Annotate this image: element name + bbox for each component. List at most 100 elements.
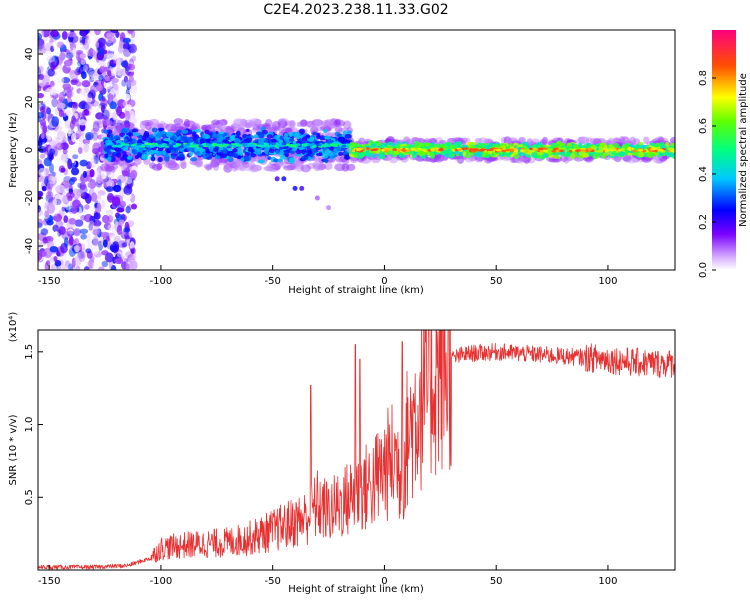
heatmap-cell	[343, 120, 352, 130]
heatmap-cell	[123, 93, 131, 101]
heatmap-cell	[276, 144, 282, 147]
colorbar-ticks: 0.0 0.2 0.4 0.6 0.8	[698, 70, 716, 278]
y-tick-label: 0.5	[24, 489, 35, 505]
heatmap-cell	[173, 144, 178, 148]
heatmap-cell	[165, 131, 174, 138]
heatmap-cell	[88, 70, 98, 78]
x-tick-label: 0	[381, 276, 387, 287]
x-tick-label: 50	[490, 276, 503, 287]
heatmap-cell	[570, 153, 576, 160]
heatmap-cell	[130, 247, 136, 254]
heatmap-cell	[323, 162, 333, 171]
heatmap-cell	[118, 38, 125, 49]
heatmap-cell	[316, 132, 321, 138]
heatmap-cell	[371, 153, 377, 158]
heatmap-cell	[91, 40, 100, 49]
heatmap-cell	[112, 111, 118, 121]
heatmap-cell	[124, 110, 131, 122]
heatmap-cell	[87, 91, 94, 98]
heatmap-cell	[74, 255, 82, 266]
y-tick-label: 1.0	[24, 417, 35, 433]
heatmap-cell	[171, 142, 177, 146]
heatmap-cell	[63, 59, 73, 67]
heatmap-cell	[79, 89, 86, 99]
heatmap-cell	[602, 147, 609, 151]
heatmap-cell	[518, 152, 526, 156]
heatmap-cell	[50, 96, 57, 106]
heatmap-cell	[164, 152, 169, 158]
heatmap-cell	[85, 216, 91, 223]
heatmap-cell	[85, 63, 90, 72]
heatmap-cell	[124, 63, 133, 70]
heatmap-cell	[157, 157, 163, 163]
heatmap-cell	[307, 143, 314, 147]
heatmap-cell	[96, 105, 103, 113]
heatmap-cell	[94, 99, 100, 109]
heatmap-cell	[269, 148, 275, 154]
snr-series-line	[38, 330, 675, 570]
heatmap-cell	[104, 107, 112, 116]
heatmap-cell	[171, 155, 176, 160]
heatmap-cell	[538, 147, 544, 151]
heatmap-cell	[298, 128, 305, 135]
heatmap-cell	[520, 149, 525, 152]
heatmap-cell	[106, 70, 112, 77]
heatmap-cell	[154, 142, 159, 146]
heatmap-cell	[73, 245, 81, 251]
heatmap-cell	[62, 195, 70, 205]
heatmap-cell	[71, 132, 77, 143]
heatmap-cell	[137, 152, 142, 158]
heatmap-cell	[148, 118, 160, 128]
heatmap-cell	[116, 207, 125, 213]
heatmap-cell	[542, 149, 548, 153]
heatmap-cell	[609, 147, 615, 150]
heatmap-cell	[111, 196, 121, 207]
heatmap-cell	[38, 38, 45, 47]
snr-frame	[37, 329, 676, 571]
heatmap-cell	[259, 133, 265, 138]
heatmap-cell	[186, 143, 191, 146]
heatmap-cell	[177, 143, 182, 146]
heatmap-cell	[149, 134, 154, 139]
heatmap-cell	[95, 40, 103, 50]
heatmap-cell	[126, 155, 133, 160]
heatmap-cell	[57, 184, 66, 193]
heatmap-cell	[631, 149, 638, 153]
heatmap-cell	[100, 163, 111, 172]
heatmap-cell	[50, 264, 56, 270]
chart-title: C2E4.2023.238.11.33.G02	[263, 2, 448, 18]
heatmap-cell	[72, 101, 78, 109]
heatmap-cell	[575, 149, 582, 152]
heatmap-cell	[73, 63, 80, 72]
heatmap-cell	[149, 162, 156, 169]
heatmap-cell	[46, 86, 55, 94]
heatmap-cell	[173, 123, 182, 131]
heatmap-cell	[529, 147, 533, 151]
heatmap-cell	[78, 119, 87, 126]
heatmap-cell	[105, 142, 110, 146]
heatmap-cell	[430, 147, 434, 150]
heatmap-cell	[324, 158, 329, 164]
heatmap-cell	[66, 244, 73, 250]
heatmap-cell	[75, 265, 81, 270]
heatmap-cell	[96, 120, 104, 129]
heatmap-cell	[163, 137, 171, 142]
colorbar-tick-label: 0.8	[698, 70, 709, 86]
spectrogram-y-ticks: -40 -20 0 20 40	[24, 48, 43, 254]
heatmap-cell	[286, 143, 290, 147]
heatmap-cell	[113, 51, 122, 60]
heatmap-cell	[42, 237, 48, 244]
heatmap-cell	[127, 63, 136, 71]
heatmap-cell	[233, 143, 239, 146]
heatmap-cell	[56, 131, 66, 140]
heatmap-cell	[109, 135, 114, 141]
heatmap-cell	[273, 158, 278, 163]
heatmap-cell	[315, 152, 323, 157]
heatmap-cell	[89, 169, 95, 178]
heatmap-cell	[84, 204, 90, 210]
snr-y-label: SNR (10 * v/v)	[8, 414, 19, 485]
heatmap-cell	[116, 251, 125, 258]
heatmap-cell	[48, 175, 56, 185]
heatmap-cell	[81, 103, 90, 111]
heatmap-cell	[230, 153, 239, 158]
